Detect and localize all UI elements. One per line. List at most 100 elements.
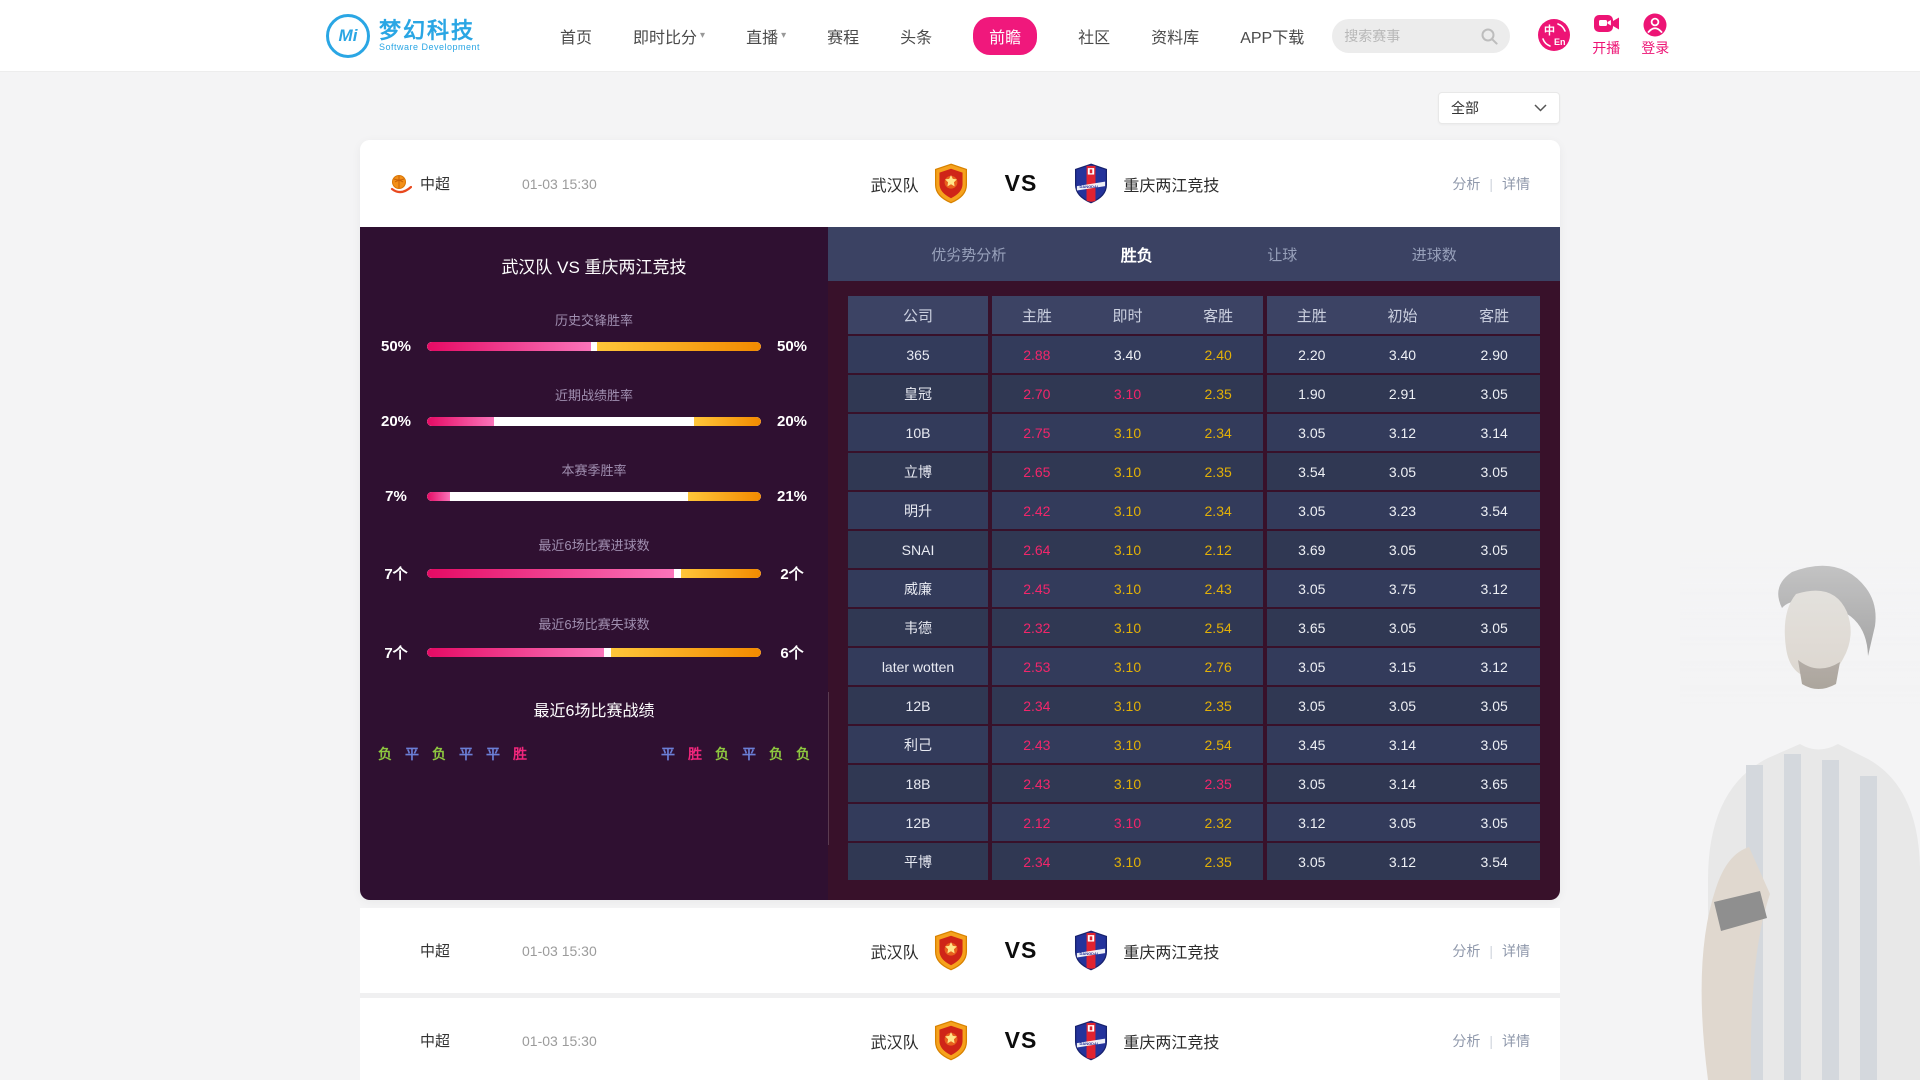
result-draw: 平 [486,746,500,762]
analysis-link[interactable]: 分析 [1452,175,1481,192]
bar-right-value: 2个 [780,566,804,583]
comparison-panel: 武汉队 VS 重庆两江竞技 历史交锋胜率 50% 50% 近期战绩胜率 20% 20% 本赛… [360,227,828,900]
nav-item-database[interactable]: 资料库 [1151,24,1199,48]
company-cell: 12B [848,803,992,843]
odds-cell: 2.35 [1173,452,1267,492]
odds-header-4: 主胜 [1264,296,1357,336]
nav-item-app-download[interactable]: APP下载 [1240,24,1304,48]
bar-row: 7个 2个 [376,563,812,584]
odds-cell: 3.10 [1081,842,1174,882]
match-row-links: 分析 | 详情 [1400,174,1530,194]
league-filter-dropdown[interactable]: 全部 [1438,92,1560,124]
result-lose: 负 [796,746,810,762]
odds-cell: 3.05 [1264,842,1357,882]
recent-results-home: 负平负平平胜 [378,744,527,764]
nav-item-label: 首页 [560,29,593,47]
search-input[interactable] [1344,27,1481,44]
company-cell: 利己 [848,725,992,765]
nav-item-live-score[interactable]: 即时比分 ▾ [633,24,705,48]
bar-right-value: 20% [776,413,808,430]
company-cell: 威廉 [848,569,992,609]
odds-table-row: 18B 2.43 3.10 2.35 3.05 3.14 3.65 [848,764,1540,804]
odds-cell: 3.05 [1448,725,1540,765]
odds-cell: 3.10 [1081,491,1174,531]
odds-table-row: 12B 2.12 3.10 2.32 3.12 3.05 3.05 [848,803,1540,843]
svg-text:DANGDAI: DANGDAI [1080,1041,1099,1046]
odds-cell: 3.05 [1356,686,1449,726]
nav-item-preview[interactable]: 前瞻 [973,16,1038,55]
nav-item-label: 头条 [900,29,933,47]
company-cell: 365 [848,335,992,375]
league-name: 中超 [420,176,451,193]
detail-link[interactable]: 详情 [1502,1032,1530,1049]
recent-results-away: 平胜负平负负 [661,744,810,764]
match-row-teams: 武汉队 VS DANGDAI [690,163,1400,204]
match-time: 01-03 15:30 [522,942,597,959]
nav-item-label: 赛程 [827,29,860,47]
odds-table-row: 365 2.88 3.40 2.40 2.20 3.40 2.90 [848,335,1540,375]
nav-item-home[interactable]: 首页 [560,24,592,48]
odds-cell: 3.05 [1356,452,1449,492]
odds-cell: 2.35 [1173,842,1267,882]
brand-logo[interactable]: Mi 梦幻科技 Software Development [326,13,502,58]
bar-left-value: 50% [380,338,412,355]
company-cell: later wotten [848,647,992,687]
company-cell: SNAI [848,530,992,570]
odds-table-row: 皇冠 2.70 3.10 2.35 1.90 2.91 3.05 [848,374,1540,414]
analysis-link[interactable]: 分析 [1452,942,1481,959]
panel-title: 武汉队 VS 重庆两江竞技 [501,258,687,277]
bar-home-fill [427,492,451,501]
detail-link[interactable]: 详情 [1502,175,1530,192]
tab-handicap[interactable]: 让球 [1267,246,1298,264]
match-row: 中超 01-03 15:30 武汉队 VS [360,908,1560,993]
odds-cell: 2.35 [1173,374,1267,414]
search-box[interactable] [1332,18,1511,53]
odds-cell: 2.20 [1264,335,1357,375]
bar-label: 最近6场比赛失球数 [538,617,650,632]
odds-cell: 3.05 [1448,530,1540,570]
tab-win-loss[interactable]: 胜负 [1120,248,1153,265]
result-win: 胜 [688,746,702,762]
language-toggle[interactable]: 中 En [1537,18,1571,57]
odds-cell: 2.12 [990,803,1082,843]
match-row-links: 分析 | 详情 [1400,1031,1530,1051]
comparison-bar-2: 本赛季胜率 7% 21% [376,460,812,505]
odds-cell: 2.35 [1173,764,1267,804]
odds-table-row: 平博 2.34 3.10 2.35 3.05 3.12 3.54 [848,842,1540,882]
home-team-badge [933,930,969,971]
odds-cell: 3.10 [1081,530,1174,570]
odds-table-wrap: 公司 主胜 即时 客胜 主胜 初始 客胜 365 2.88 3.40 2.40 2.20 3.40 2.… [828,281,1560,890]
more-matches: 中超 01-03 15:30 武汉队 VS [360,908,1560,1080]
link-divider: | [1489,942,1493,959]
away-team-badge: DANGDAI [1073,1020,1109,1061]
tab-analysis[interactable]: 优劣势分析 [931,246,1007,264]
analysis-link[interactable]: 分析 [1452,1032,1481,1049]
nav-item-community[interactable]: 社区 [1078,24,1110,48]
odds-cell: 3.12 [1448,569,1540,609]
bar-away-fill [597,342,761,351]
away-team-badge: DANGDAI [1073,930,1109,971]
odds-cell: 2.43 [990,764,1082,804]
match-row-left: 中超 01-03 15:30 [390,173,690,195]
odds-cell: 2.53 [990,647,1082,687]
nav-item-headlines[interactable]: 头条 [900,24,932,48]
odds-cell: 2.40 [1173,335,1267,375]
company-cell: 10B [848,413,992,453]
nav-item-live[interactable]: 直播 ▾ [746,24,786,48]
broadcast-button[interactable]: 开播 [1592,13,1620,58]
comparison-bar-0: 历史交锋胜率 50% 50% [376,310,812,355]
login-button[interactable]: 登录 [1641,13,1669,58]
nav-item-schedule[interactable]: 赛程 [827,24,859,48]
match-row: 中超 01-03 15:30 武汉队 VS [360,998,1560,1080]
tab-goals[interactable]: 进球数 [1411,246,1457,264]
odds-cell: 3.05 [1264,686,1357,726]
odds-cell: 2.34 [1173,413,1267,453]
detail-link[interactable]: 详情 [1502,942,1530,959]
odds-cell: 2.91 [1356,374,1449,414]
search-icon[interactable] [1480,27,1498,45]
odds-cell: 3.54 [1448,491,1540,531]
svg-text:DANGDAI: DANGDAI [1080,184,1099,189]
odds-cell: 3.12 [1356,842,1449,882]
bar-track [427,342,761,351]
header: Mi 梦幻科技 Software Development 首页 即时比分 ▾ 直播 ▾ 赛… [0,0,1920,72]
